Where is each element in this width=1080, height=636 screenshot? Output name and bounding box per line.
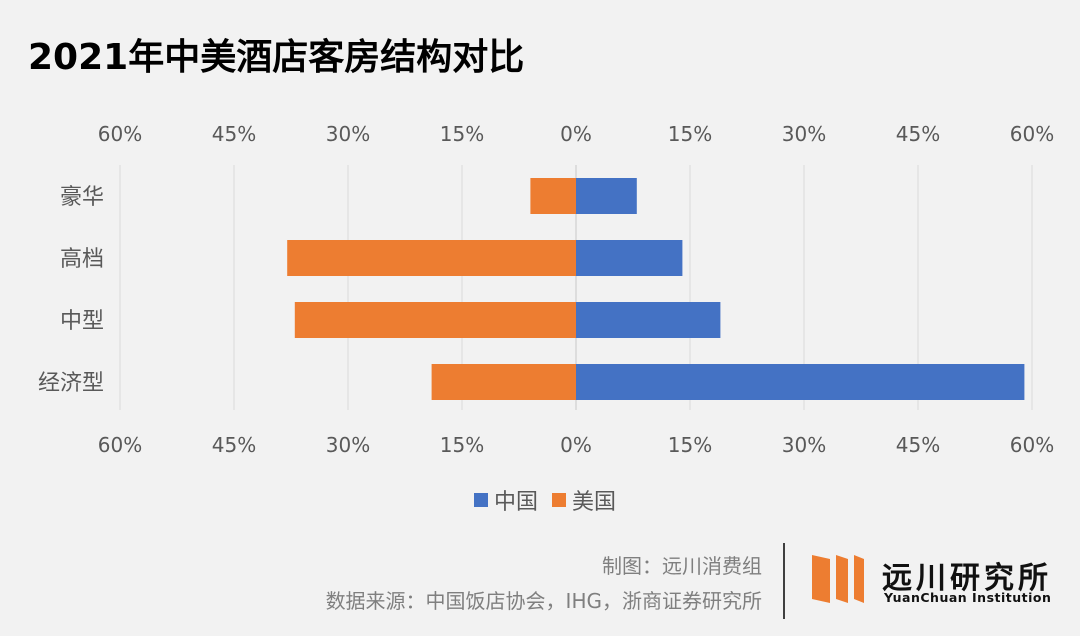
tick-label-bottom: 15%	[440, 433, 484, 457]
tick-label-top: 30%	[326, 122, 370, 146]
category-label: 中型	[60, 309, 104, 334]
bar-china	[576, 240, 683, 276]
tick-label-bottom: 45%	[212, 433, 256, 457]
tick-label-top: 60%	[98, 122, 142, 146]
tick-label-top: 60%	[1010, 122, 1054, 146]
bar-usa	[530, 178, 576, 214]
tick-label-bottom: 45%	[896, 433, 940, 457]
category-label: 豪华	[60, 185, 104, 210]
tick-label-top: 45%	[896, 122, 940, 146]
legend-label-china: 中国	[493, 490, 538, 515]
tick-label-bottom: 60%	[98, 433, 142, 457]
bar-usa	[294, 302, 576, 338]
tick-label-bottom: 60%	[1010, 433, 1054, 457]
data-source: 数据来源：中国饭店协会，IHG，浙商证券研究所	[325, 589, 762, 613]
legend-swatch-usa	[552, 493, 566, 507]
tick-label-top: 45%	[212, 122, 256, 146]
legend-swatch-china	[473, 493, 488, 507]
legend-item-china: 中国	[473, 484, 538, 516]
tick-label-top: 0%	[560, 122, 592, 146]
category-label: 高档	[60, 247, 104, 272]
chart-title: 2021年中美酒店客房结构对比	[28, 37, 525, 78]
footer-divider	[783, 543, 785, 619]
logo-icon	[812, 555, 864, 603]
logo-name-cn: 远川研究所	[882, 561, 1052, 596]
tick-label-top: 30%	[782, 122, 826, 146]
tick-label-bottom: 15%	[668, 433, 712, 457]
logo-name-en: YuanChuan Institution	[884, 590, 1052, 605]
bar-china	[576, 364, 1025, 400]
bar-china	[576, 302, 721, 338]
tick-label-bottom: 0%	[560, 433, 592, 457]
bar-usa	[287, 240, 576, 276]
top-tick-labels: 60% 45% 30% 15% 0% 15% 30% 45% 60%	[98, 122, 1054, 146]
bar-china	[576, 178, 637, 214]
legend: 中国 美国	[0, 484, 1080, 516]
legend-item-usa: 美国	[552, 484, 616, 516]
category-label: 经济型	[38, 371, 104, 396]
bars	[287, 178, 1025, 400]
chart-credit: 制图：远川消费组	[602, 554, 762, 578]
tick-label-top: 15%	[440, 122, 484, 146]
legend-label-usa: 美国	[572, 490, 617, 515]
tick-label-top: 15%	[668, 122, 712, 146]
bar-usa	[431, 364, 576, 400]
tick-label-bottom: 30%	[326, 433, 370, 457]
tick-label-bottom: 30%	[782, 433, 826, 457]
bottom-tick-labels: 60% 45% 30% 15% 0% 15% 30% 45% 60%	[98, 433, 1054, 457]
